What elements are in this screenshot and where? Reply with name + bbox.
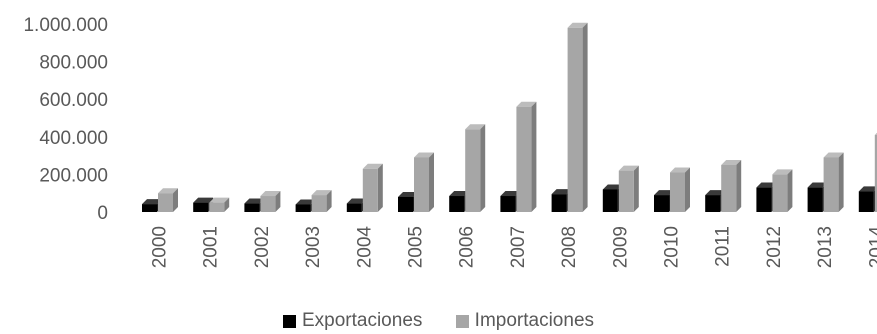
y-tick-label: 0 [97,203,108,224]
bar-front-face [347,204,362,212]
legend-swatch-importaciones [456,315,469,328]
bar-importaciones-2010 [670,168,690,212]
x-tick-label: 2011 [713,226,734,267]
y-tick-label: 1.000.000 [23,15,108,36]
bar-importaciones-2007 [516,102,536,212]
bar-front-face [465,129,480,212]
bar-front-face [772,174,787,212]
x-tick-label: 2005 [406,226,427,268]
x-tick-label: 2000 [150,226,171,268]
y-tick-label: 400.000 [39,128,108,149]
bar-exportaciones-2014 [859,186,877,212]
bar-importaciones-2006 [465,124,485,212]
bar-front-face [756,188,771,212]
bar-importaciones-2011 [721,160,741,212]
x-tick-label: 2004 [354,226,375,269]
bar-importaciones-2005 [414,152,434,212]
bar-front-face [398,197,413,212]
bar-front-face [312,195,327,212]
bars [142,23,877,212]
bar-front-face [142,204,157,212]
bar-chart: 0 200.000 400.000 600.000 800.000 1.000.000 2… [0,0,877,305]
bar-top-face [859,186,877,191]
bar-importaciones-2013 [824,152,844,212]
bar-front-face [552,194,567,212]
bar-front-face [209,203,224,212]
x-tick-label: 2013 [815,226,836,268]
bar-importaciones-2003 [312,190,332,212]
bar-importaciones-2004 [363,164,383,212]
bar-front-face [260,196,275,212]
legend-label-exportaciones: Exportaciones [302,310,422,332]
x-tick-label: 2003 [303,226,324,268]
bar-importaciones-2001 [209,198,229,212]
legend-label-importaciones: Importaciones [475,310,594,332]
bar-side-face [787,169,792,212]
x-tick-label: 2006 [457,226,478,268]
y-tick-label: 200.000 [39,165,108,186]
bar-front-face [158,193,173,212]
bar-front-face [705,195,720,212]
bar-front-face [859,191,874,212]
bar-front-face [516,107,531,212]
legend-item-importaciones: Importaciones [456,310,594,332]
bar-front-face [619,171,634,212]
bar-front-face [670,173,685,212]
bar-front-face [568,28,583,212]
legend-item-exportaciones: Exportaciones [283,310,422,332]
x-tick-label: 2008 [559,226,580,268]
y-axis: 0 200.000 400.000 600.000 800.000 1.000.000 [23,15,108,224]
x-tick-label: 2010 [662,226,683,268]
bar-front-face [603,189,618,212]
x-tick-label: 2007 [508,226,529,268]
bar-side-face [685,168,690,212]
bar-side-face [480,124,485,212]
x-tick-label: 2009 [610,226,631,268]
bar-importaciones-2000 [158,188,178,212]
bar-front-face [654,195,669,212]
y-tick-label: 800.000 [39,53,108,74]
bar-front-face [824,157,839,212]
bar-front-face [449,196,464,212]
bar-front-face [363,169,378,212]
y-tick-label: 600.000 [39,90,108,111]
x-tick-label: 2014 [866,226,877,269]
bar-importaciones-2008 [568,23,588,212]
bar-importaciones-2009 [619,166,639,212]
bar-front-face [193,203,208,212]
x-tick-label: 2012 [764,226,785,268]
bar-importaciones-2012 [772,169,792,212]
x-tick-label: 2002 [252,226,273,268]
bar-front-face [296,204,311,212]
bar-side-face [634,166,639,212]
legend-swatch-exportaciones [283,315,296,328]
bar-side-face [378,164,383,212]
bar-front-face [721,165,736,212]
legend: Exportaciones Importaciones [0,310,877,334]
bar-front-face [414,157,429,212]
bar-front-face [808,188,823,212]
x-axis: 2000 2001 2002 2003 2004 2005 2006 2007 2008 2009… [150,226,877,269]
x-tick-label: 2001 [201,226,222,268]
bar-importaciones-2002 [260,191,280,212]
bar-side-face [583,23,588,212]
bar-side-face [736,160,741,212]
bar-side-face [531,102,536,212]
bar-front-face [500,196,515,212]
bar-side-face [839,152,844,212]
bar-side-face [429,152,434,212]
bar-front-face [244,204,259,212]
